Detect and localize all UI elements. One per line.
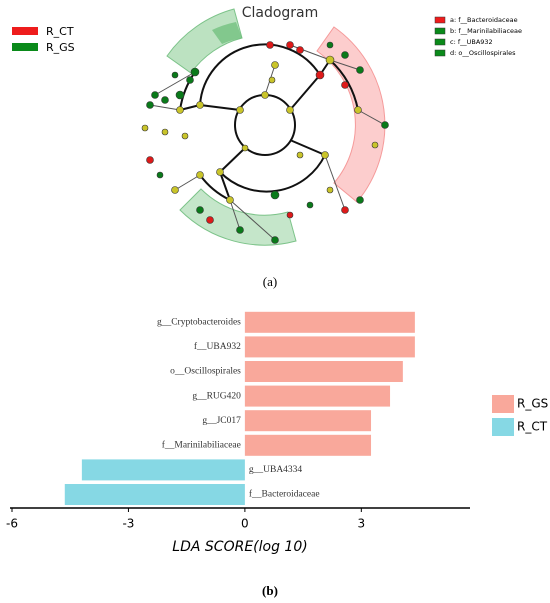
lda-chart: LDA SCORE(log 10) (b) -6 -3 0 3 g__Cryptobac… [6,311,548,598]
highlight-sector [212,22,242,44]
category-label: f__Marinilabiliaceae [162,439,241,450]
key-label: d: o__Oscillospirales [450,49,516,57]
highlight-sector [179,188,297,246]
x-tick-label: -6 [6,517,18,531]
bar [244,361,403,382]
leaf-branches [149,44,386,241]
key-label: a: f__Bacteroidaceae [450,16,518,24]
bar [244,434,372,456]
bar [64,484,245,505]
category-label: g__JC017 [202,416,241,426]
category-label: g__RUG420 [192,391,241,401]
highlight-sector [316,26,386,203]
category-label: f__Bacteroidaceae [249,489,320,500]
group-swatch [12,27,38,35]
bar [81,459,245,481]
category-label: g__UBA4334 [249,465,303,475]
key-label: b: f__Marinilabiliaceae [450,27,522,35]
bar [244,311,415,333]
bar [244,410,372,432]
category-label: o__Oscillospirales [170,367,241,377]
bar [244,385,391,407]
key-swatch [434,38,446,46]
key-swatch [434,49,446,57]
highlight-sector [166,8,243,74]
group-swatch [12,43,38,51]
legend-swatch [492,395,514,413]
group-label: R_CT [46,25,74,38]
cladogram: Cladogram [12,5,522,289]
legend-swatch [492,418,514,436]
x-tick-label: 3 [358,517,366,531]
x-tick-label: 0 [241,517,249,531]
category-label: g__Cryptobacteroides [157,317,241,327]
caption: (b) [262,583,278,598]
tree-branches [179,43,359,201]
legend-label: R_CT [517,420,548,434]
legend-label: R_GS [517,397,548,411]
key-label: c: f__UBA932 [450,38,493,46]
group-label: R_GS [46,41,75,54]
category-label: f__UBA932 [194,341,241,352]
x-axis-label: LDA SCORE(log 10) [172,539,307,555]
cladogram-title: Cladogram [242,5,319,21]
x-tick-label: -3 [122,517,134,531]
bar [244,336,415,358]
key-swatch [434,27,446,35]
caption: (a) [263,274,277,289]
tree-nodes [141,41,389,244]
key-swatch [434,16,446,24]
